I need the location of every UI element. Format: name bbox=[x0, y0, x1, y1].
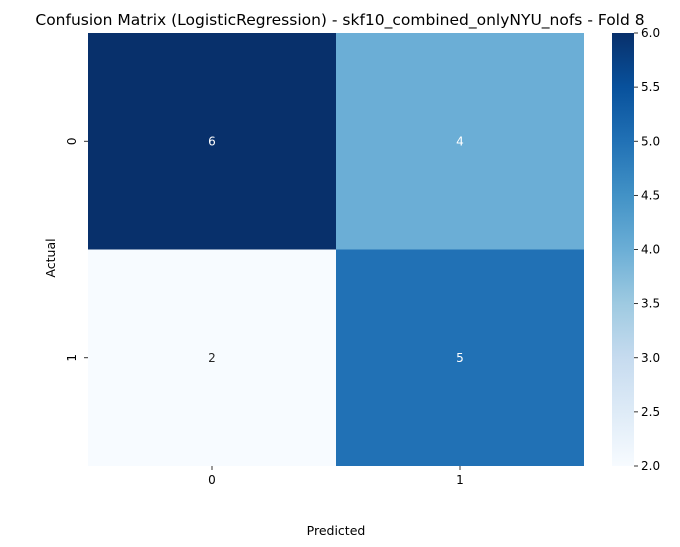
heatmap-cell bbox=[336, 249, 584, 466]
cell-value-label: 2 bbox=[208, 351, 216, 365]
y-axis-label: Actual bbox=[43, 238, 58, 277]
colorbar-tick-label: 4.5 bbox=[641, 188, 660, 202]
colorbar-tick-label: 3.5 bbox=[641, 297, 660, 311]
heatmap-cells: 6 4 2 5 bbox=[88, 33, 584, 466]
y-axis-ticks: 01 bbox=[65, 137, 88, 362]
heatmap-cell bbox=[88, 33, 336, 250]
colorbar-tick-label: 4.0 bbox=[641, 243, 660, 257]
x-tick-label: 0 bbox=[208, 473, 216, 487]
heatmap-cell bbox=[336, 33, 584, 250]
cell-value-label: 4 bbox=[456, 134, 464, 148]
colorbar-tick-label: 2.0 bbox=[641, 459, 660, 473]
x-axis-label: Predicted bbox=[307, 523, 366, 538]
y-tick-label: 0 bbox=[65, 137, 79, 145]
colorbar-tick-label: 5.5 bbox=[641, 80, 660, 94]
x-tick-label: 1 bbox=[456, 473, 464, 487]
colorbar-tick-label: 5.0 bbox=[641, 134, 660, 148]
cell-value-label: 6 bbox=[208, 134, 216, 148]
heatmap-cell bbox=[88, 249, 336, 466]
colorbar-ticks: 2.0 2.5 3.0 3.5 4.0 4.5 5.0 5.5 6.0 bbox=[634, 26, 660, 473]
colorbar-tick-label: 6.0 bbox=[641, 26, 660, 40]
colorbar bbox=[612, 33, 634, 466]
y-tick-label: 1 bbox=[65, 354, 79, 362]
cell-value-label: 5 bbox=[456, 351, 464, 365]
colorbar-tick-label: 2.5 bbox=[641, 405, 660, 419]
chart-title: Confusion Matrix (LogisticRegression) - … bbox=[35, 11, 644, 30]
colorbar-tick-label: 3.0 bbox=[641, 351, 660, 365]
